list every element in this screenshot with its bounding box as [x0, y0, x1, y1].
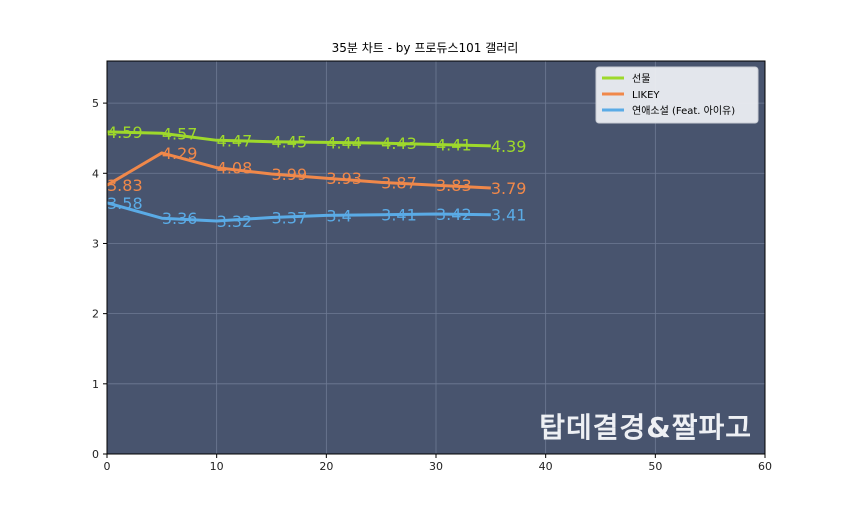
data-labels: 4.59 4.57 4.47 4.45 4.44 4.43 4.41 4.39 3.83 4.29… [107, 123, 526, 231]
data-label: 3.87 [381, 173, 417, 192]
x-tick-label: 20 [319, 460, 333, 473]
x-tick-label: 50 [648, 460, 662, 473]
y-tick-label: 0 [92, 448, 99, 461]
data-label: 4.29 [162, 144, 198, 163]
series-group [106, 130, 491, 223]
data-label: 4.39 [491, 137, 527, 156]
data-label: 4.08 [217, 159, 253, 178]
series-line-3 [106, 201, 491, 223]
data-label: 3.41 [381, 206, 417, 225]
legend-label: 선물 [632, 73, 650, 85]
legend-label: LIKEY [632, 90, 660, 101]
data-label: 4.44 [326, 133, 362, 152]
data-label: 3.37 [272, 208, 308, 227]
plot-frame [106, 60, 766, 455]
data-label: 4.45 [272, 133, 308, 152]
data-label: 3.99 [272, 165, 308, 184]
legend[interactable]: 선물 LIKEY 연애소설 (Feat. 아이유) [595, 66, 759, 124]
data-label: 3.93 [326, 169, 362, 188]
y-tick-label: 5 [92, 97, 99, 110]
chart-title: 35분 차트 - by 프로듀스101 갤러리 [332, 41, 519, 55]
series-line-1 [106, 130, 491, 148]
x-axis: 0 10 20 30 40 50 60 [104, 454, 772, 473]
y-tick-label: 1 [92, 378, 99, 391]
data-label: 4.41 [436, 136, 472, 155]
watermark: 탑데결경&짤파고 [539, 411, 752, 444]
data-label: 3.4 [326, 206, 351, 225]
data-label: 3.58 [107, 194, 143, 213]
series-line-2 [106, 151, 491, 190]
data-label: 3.83 [107, 176, 143, 195]
data-label: 3.83 [436, 176, 472, 195]
x-tick-label: 0 [104, 460, 111, 473]
y-tick-label: 3 [92, 237, 99, 250]
data-label: 4.59 [107, 123, 143, 142]
legend-label: 연애소설 (Feat. 아이유) [632, 105, 735, 117]
data-label: 3.32 [217, 212, 253, 231]
data-label: 3.36 [162, 209, 198, 228]
data-label: 4.43 [381, 134, 417, 153]
data-label: 4.57 [162, 124, 198, 143]
y-tick-label: 2 [92, 308, 99, 321]
x-tick-label: 40 [539, 460, 553, 473]
x-tick-label: 60 [758, 460, 772, 473]
data-label: 4.47 [217, 131, 253, 150]
data-label: 3.79 [491, 179, 527, 198]
legend-box [595, 66, 759, 124]
x-tick-label: 30 [429, 460, 443, 473]
data-label: 3.42 [436, 205, 472, 224]
y-tick-label: 4 [92, 167, 99, 180]
x-tick-label: 10 [210, 460, 224, 473]
data-label: 3.41 [491, 206, 527, 225]
y-axis: 0 1 2 3 4 5 [92, 97, 107, 461]
